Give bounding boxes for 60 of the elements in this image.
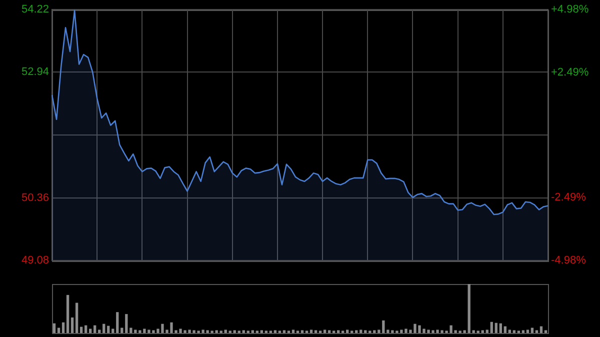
bar bbox=[486, 330, 488, 333]
bar bbox=[233, 330, 236, 333]
bar bbox=[52, 323, 56, 333]
bar bbox=[463, 330, 466, 333]
bar bbox=[364, 330, 367, 333]
bar bbox=[499, 323, 502, 333]
bar bbox=[282, 330, 286, 333]
y2-tick-label: +4.98% bbox=[551, 4, 589, 16]
bar bbox=[355, 330, 358, 333]
bar bbox=[373, 330, 376, 333]
bar bbox=[66, 294, 70, 333]
bar bbox=[125, 314, 128, 333]
y2-tick-label: -4.98% bbox=[551, 254, 586, 266]
y-tick-label: 52.94 bbox=[21, 66, 49, 78]
bar bbox=[346, 330, 349, 333]
bar bbox=[526, 330, 530, 333]
y-tick-label: 54.22 bbox=[21, 4, 49, 16]
y2-tick-label: -2.49% bbox=[551, 192, 586, 204]
y-tick-label: 50.36 bbox=[21, 192, 49, 204]
bar bbox=[323, 330, 326, 333]
bar bbox=[337, 330, 340, 333]
bar bbox=[80, 326, 83, 333]
bar bbox=[382, 320, 385, 333]
bar bbox=[512, 330, 516, 333]
bar bbox=[468, 284, 470, 333]
bar bbox=[494, 322, 498, 333]
bar bbox=[328, 330, 331, 333]
bar bbox=[134, 330, 137, 333]
y2-tick-label: +2.49% bbox=[551, 66, 589, 78]
bar bbox=[472, 330, 475, 333]
bar bbox=[75, 302, 78, 333]
bar bbox=[94, 325, 96, 333]
bar bbox=[242, 330, 245, 333]
bar bbox=[98, 330, 101, 333]
bar bbox=[504, 326, 506, 333]
bar bbox=[224, 330, 227, 333]
bar bbox=[544, 330, 548, 333]
bar bbox=[535, 330, 538, 333]
y-tick-label: 49.08 bbox=[21, 254, 49, 266]
bar bbox=[62, 322, 65, 333]
bar bbox=[522, 330, 525, 333]
bar bbox=[107, 326, 110, 333]
bar bbox=[260, 330, 264, 333]
bar bbox=[314, 330, 318, 333]
bar bbox=[360, 330, 362, 333]
bar bbox=[310, 330, 313, 333]
bar bbox=[378, 330, 380, 333]
bar bbox=[215, 330, 218, 333]
bar bbox=[540, 326, 543, 333]
bar bbox=[508, 330, 512, 333]
bar bbox=[251, 330, 254, 333]
bar bbox=[300, 330, 304, 333]
bar bbox=[116, 312, 119, 333]
bar bbox=[481, 330, 484, 333]
bar bbox=[490, 322, 493, 333]
bar bbox=[84, 325, 88, 333]
bar bbox=[70, 317, 74, 333]
bar bbox=[274, 330, 277, 333]
bar bbox=[102, 324, 106, 333]
bar bbox=[292, 330, 295, 333]
